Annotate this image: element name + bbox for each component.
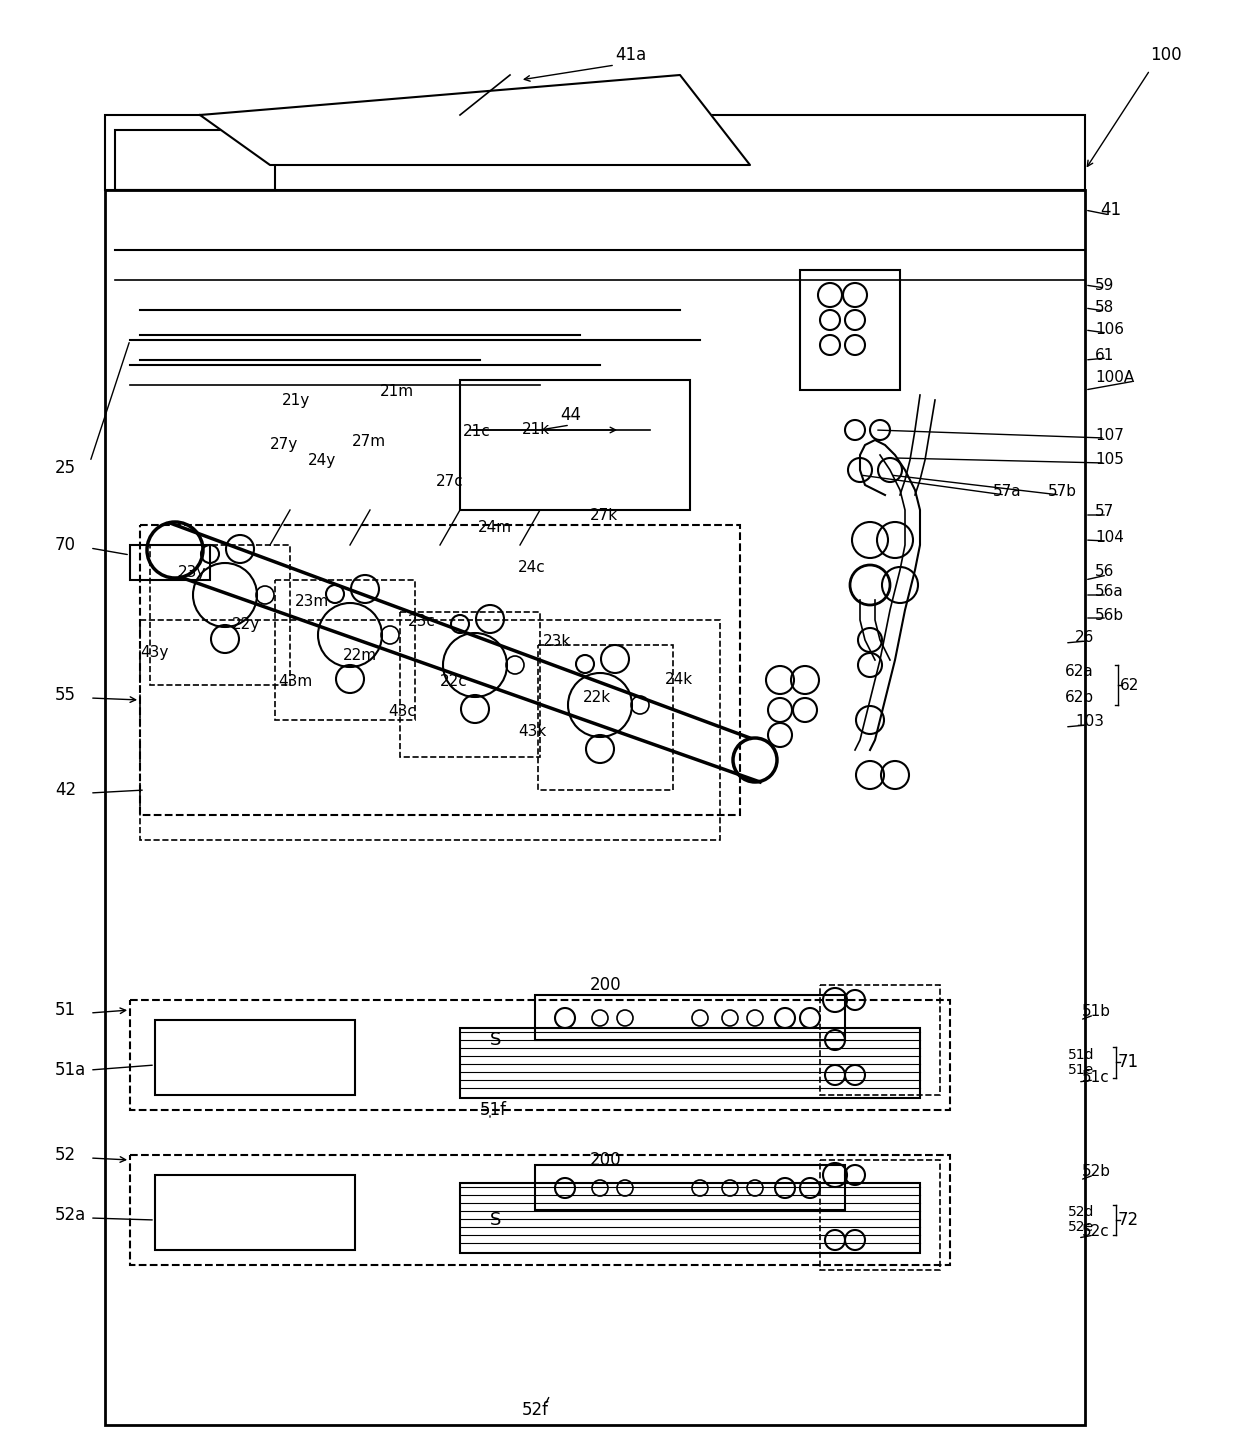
Text: 51c: 51c: [1083, 1071, 1110, 1085]
Text: 43y: 43y: [140, 645, 169, 660]
Text: 52f: 52f: [522, 1401, 548, 1420]
Bar: [130, 1000, 950, 1110]
Text: 22k: 22k: [583, 690, 611, 706]
Text: 24y: 24y: [308, 452, 336, 468]
Text: 52a: 52a: [55, 1206, 87, 1223]
Bar: [534, 1165, 844, 1210]
Bar: [140, 525, 740, 815]
Text: 23m: 23m: [295, 594, 330, 609]
Text: 103: 103: [1075, 715, 1104, 729]
Text: 21c: 21c: [463, 424, 491, 439]
Text: 71: 71: [1118, 1053, 1140, 1071]
Text: 27y: 27y: [270, 437, 299, 452]
Bar: [105, 190, 1085, 1425]
Bar: [538, 645, 673, 790]
Text: 41a: 41a: [615, 46, 646, 64]
Text: 51: 51: [55, 1001, 76, 1019]
Text: 100A: 100A: [1095, 371, 1135, 385]
Text: 24c: 24c: [518, 561, 546, 575]
Text: 21y: 21y: [281, 392, 310, 407]
Text: 27c: 27c: [436, 475, 464, 490]
Text: 58: 58: [1095, 301, 1115, 315]
Text: 62b: 62b: [1065, 690, 1094, 705]
Bar: [130, 545, 210, 580]
Text: 56a: 56a: [1095, 584, 1123, 600]
Text: 25: 25: [55, 459, 76, 477]
Text: 21m: 21m: [379, 385, 414, 400]
Text: 55: 55: [55, 686, 76, 705]
Polygon shape: [200, 76, 750, 166]
Text: 200: 200: [590, 1151, 621, 1170]
Text: 59: 59: [1095, 278, 1115, 292]
Text: 24k: 24k: [665, 673, 693, 687]
Bar: [460, 381, 689, 510]
Bar: [820, 1159, 940, 1270]
Text: S: S: [490, 1210, 501, 1229]
Text: 57: 57: [1095, 504, 1115, 520]
Text: 105: 105: [1095, 452, 1123, 468]
Text: S: S: [490, 1032, 501, 1049]
Bar: [150, 545, 290, 684]
Text: 72: 72: [1118, 1210, 1140, 1229]
Text: 22c: 22c: [440, 674, 467, 690]
Text: 56: 56: [1095, 565, 1115, 580]
Text: 23y: 23y: [179, 565, 206, 580]
Bar: [155, 1020, 355, 1096]
Text: 51a: 51a: [55, 1061, 87, 1080]
Bar: [534, 995, 844, 1040]
Text: 107: 107: [1095, 427, 1123, 443]
Text: 57b: 57b: [1048, 484, 1078, 500]
Text: 106: 106: [1095, 323, 1123, 337]
Bar: [800, 270, 900, 389]
Text: 43c: 43c: [388, 705, 415, 719]
Text: 24m: 24m: [477, 520, 512, 536]
Text: 26: 26: [1075, 631, 1095, 645]
Bar: [460, 1029, 920, 1098]
Text: 200: 200: [590, 976, 621, 994]
Bar: [275, 580, 415, 721]
Bar: [130, 1155, 950, 1266]
Text: 61: 61: [1095, 347, 1115, 362]
Text: 21k: 21k: [522, 423, 551, 437]
Text: 43k: 43k: [518, 725, 547, 740]
Text: 57a: 57a: [993, 484, 1022, 500]
Text: 23c: 23c: [408, 615, 436, 629]
Bar: [155, 1175, 355, 1250]
Text: 27m: 27m: [352, 434, 386, 449]
Text: 52b: 52b: [1083, 1164, 1111, 1180]
Text: 42: 42: [55, 782, 76, 799]
Bar: [460, 1183, 920, 1252]
Text: 51e: 51e: [1068, 1064, 1094, 1077]
Text: 56b: 56b: [1095, 607, 1125, 622]
Bar: [820, 985, 940, 1096]
Text: 62a: 62a: [1065, 664, 1094, 680]
Text: 43m: 43m: [278, 674, 312, 690]
Text: 104: 104: [1095, 530, 1123, 545]
Text: 100: 100: [1149, 46, 1182, 64]
Text: 23k: 23k: [543, 635, 572, 649]
Text: 51f: 51f: [480, 1101, 507, 1119]
Text: 52d: 52d: [1068, 1205, 1095, 1219]
Bar: [115, 129, 275, 190]
Text: 52c: 52c: [1083, 1225, 1110, 1239]
Bar: [140, 620, 720, 840]
Text: 52: 52: [55, 1146, 76, 1164]
Text: 70: 70: [55, 536, 76, 554]
Text: 52e: 52e: [1068, 1221, 1094, 1234]
Bar: [105, 115, 1085, 190]
Text: 41: 41: [1100, 201, 1121, 219]
Text: 27k: 27k: [590, 507, 618, 523]
Text: 62: 62: [1120, 677, 1140, 693]
Text: 51d: 51d: [1068, 1048, 1095, 1062]
Text: 51b: 51b: [1083, 1004, 1111, 1020]
Text: 44: 44: [560, 405, 582, 424]
Text: 22m: 22m: [343, 648, 377, 663]
Text: 22y: 22y: [232, 618, 260, 632]
Bar: [401, 612, 539, 757]
